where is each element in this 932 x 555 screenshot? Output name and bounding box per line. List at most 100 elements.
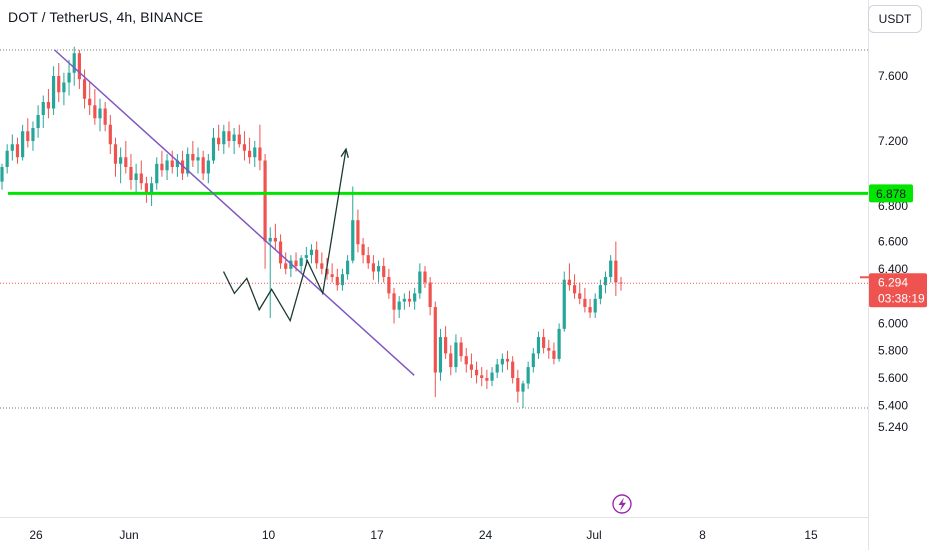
candle-body [196,157,200,161]
support-level-badge [869,184,913,203]
candle-body [603,276,608,286]
candle-body [253,147,257,158]
time-axis-tick: 26 [29,528,43,542]
drawing-layer [0,49,868,409]
candle-body [263,160,267,242]
time-axis: 26 Jun 10 17 24 Jul 8 15 [0,517,868,542]
candle-body [206,160,210,174]
candle-body [222,131,226,145]
time-axis-tick: Jun [119,528,138,542]
candle-body [129,167,133,180]
candle-body [237,134,241,145]
candle-body [320,263,324,269]
candle-body [407,298,412,302]
trendline [54,49,415,376]
candle-body [258,147,262,161]
candle-body [588,307,592,313]
candle-body [88,98,92,106]
candle-body [413,293,417,302]
candle-body [149,183,154,193]
candle-body [351,220,355,261]
candle-body [474,369,479,376]
candle-body [0,167,4,182]
candle-body [31,128,35,141]
candle-body [511,361,515,378]
lightning-icon[interactable] [612,494,632,514]
candle-body [273,237,277,242]
candle-body [232,134,236,141]
candle-body [139,173,143,184]
candle-body [93,105,97,119]
candle-body [547,347,551,351]
candle-body [124,157,128,167]
price-axis-tick: 6.600 [878,235,908,249]
time-axis-tick: Jul [586,528,601,542]
candle-body [578,293,582,299]
candle-body [516,378,520,392]
candle-body [315,249,319,264]
candle-body [562,279,566,329]
candle-body [284,263,288,269]
candle-body [186,154,190,174]
candle-body [500,358,504,365]
current-price-badge [869,273,927,308]
chart-title: DOT / TetherUS, 4h, BINANCE [8,9,204,25]
candle-body [485,378,489,381]
candle-body [536,337,541,354]
candle-body [62,82,66,93]
candle-body [454,342,458,368]
candles-layer [0,46,623,409]
candle-body [469,364,474,370]
candle-body [82,79,87,99]
candle-body [376,266,381,272]
candle-body [438,337,443,373]
candle-body [278,241,283,264]
price-axis-tick: 5.800 [878,344,908,358]
candle-body [46,102,51,109]
price-labels-layer: 6.878 6.294 03:38:19 [860,184,927,308]
candle-body [614,260,618,283]
candle-body [335,276,339,286]
candle-body [309,249,314,256]
candle-body [387,276,391,294]
candle-body [521,383,525,392]
projection-arrow-head [340,147,349,158]
price-axis: 7.6007.2006.8006.6006.4006.2006.0005.800… [868,0,908,550]
candle-body [531,353,535,368]
candle-body [175,160,179,167]
candle-body [593,298,597,313]
candle-body [330,274,334,277]
candle-body [180,160,185,174]
time-axis-tick: 15 [804,528,818,542]
candle-body [505,358,510,362]
candle-body [325,268,329,275]
candle-body [495,364,499,373]
candle-body [490,372,494,381]
candle-body [67,72,71,83]
candle-body [567,279,572,286]
candle-body [299,257,303,267]
candle-body [361,244,365,256]
candle-body [201,157,205,174]
candle-body [119,157,123,164]
currency-button[interactable]: USDT [868,5,922,33]
price-axis-tick: 7.600 [878,69,908,83]
candle-body [15,144,20,158]
candle-body [444,337,448,354]
candle-body [227,131,231,141]
candle-body [418,271,422,294]
candle-body [449,353,453,368]
candle-body [609,260,613,277]
candle-body [10,144,14,151]
candle-body [294,260,298,267]
candle-body [77,53,81,80]
current-price-label: 6.294 [878,275,908,289]
candle-body [191,154,195,161]
candle-body [108,124,112,145]
support-level-label: 6.878 [876,187,906,201]
candle-body [428,282,432,308]
candle-body [382,266,386,277]
candle-body [211,137,216,161]
